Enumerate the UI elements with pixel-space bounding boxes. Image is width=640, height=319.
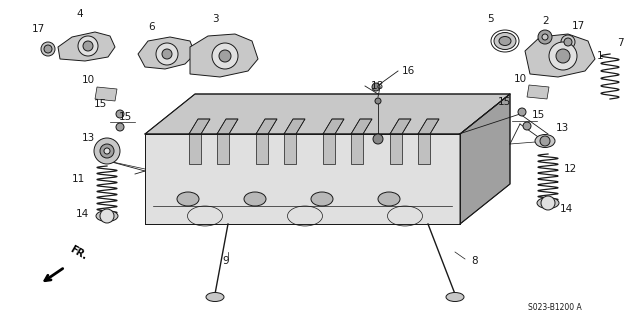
Ellipse shape bbox=[188, 206, 223, 226]
Ellipse shape bbox=[287, 206, 323, 226]
Text: 10: 10 bbox=[81, 75, 95, 85]
Text: 9: 9 bbox=[223, 256, 229, 266]
Polygon shape bbox=[256, 119, 277, 134]
Polygon shape bbox=[138, 37, 195, 69]
Ellipse shape bbox=[535, 135, 555, 147]
Ellipse shape bbox=[387, 206, 422, 226]
Circle shape bbox=[556, 49, 570, 63]
Text: 11: 11 bbox=[72, 174, 84, 184]
Text: 14: 14 bbox=[76, 209, 88, 219]
Text: FR.: FR. bbox=[68, 244, 88, 262]
Text: 3: 3 bbox=[212, 14, 218, 24]
Polygon shape bbox=[58, 32, 115, 61]
Circle shape bbox=[156, 43, 178, 65]
Polygon shape bbox=[145, 134, 460, 224]
Circle shape bbox=[542, 34, 548, 40]
Polygon shape bbox=[189, 119, 210, 134]
Circle shape bbox=[94, 138, 120, 164]
Circle shape bbox=[549, 42, 577, 70]
Text: 15: 15 bbox=[118, 112, 132, 122]
Ellipse shape bbox=[311, 192, 333, 206]
Polygon shape bbox=[460, 94, 510, 224]
Polygon shape bbox=[284, 134, 296, 164]
Ellipse shape bbox=[537, 197, 559, 209]
Polygon shape bbox=[284, 119, 305, 134]
Polygon shape bbox=[256, 134, 268, 164]
Text: 1: 1 bbox=[596, 51, 604, 61]
Text: 5: 5 bbox=[486, 14, 493, 24]
Text: 15: 15 bbox=[93, 99, 107, 109]
Circle shape bbox=[104, 148, 110, 154]
Text: 13: 13 bbox=[81, 133, 95, 143]
Circle shape bbox=[561, 35, 575, 49]
Circle shape bbox=[78, 36, 98, 56]
Text: S023-B1200 A: S023-B1200 A bbox=[528, 302, 582, 311]
Polygon shape bbox=[527, 85, 549, 99]
Polygon shape bbox=[95, 87, 117, 101]
Circle shape bbox=[116, 110, 124, 118]
Circle shape bbox=[44, 45, 52, 53]
Polygon shape bbox=[217, 134, 229, 164]
Text: 16: 16 bbox=[401, 66, 415, 76]
Text: 14: 14 bbox=[559, 204, 573, 214]
Text: 17: 17 bbox=[31, 24, 45, 34]
Circle shape bbox=[564, 38, 572, 46]
Circle shape bbox=[541, 196, 555, 210]
Polygon shape bbox=[190, 34, 258, 77]
Polygon shape bbox=[323, 119, 344, 134]
Polygon shape bbox=[390, 134, 402, 164]
Circle shape bbox=[162, 49, 172, 59]
Ellipse shape bbox=[244, 192, 266, 206]
Text: 4: 4 bbox=[77, 9, 83, 19]
Ellipse shape bbox=[177, 192, 199, 206]
Text: 15: 15 bbox=[497, 97, 511, 107]
Circle shape bbox=[372, 83, 380, 91]
Circle shape bbox=[375, 98, 381, 104]
Circle shape bbox=[518, 108, 526, 116]
Ellipse shape bbox=[499, 36, 511, 46]
Ellipse shape bbox=[206, 293, 224, 301]
Circle shape bbox=[116, 123, 124, 131]
Circle shape bbox=[100, 209, 114, 223]
Circle shape bbox=[212, 43, 238, 69]
Circle shape bbox=[523, 122, 531, 130]
Circle shape bbox=[540, 136, 550, 146]
Polygon shape bbox=[351, 134, 363, 164]
Ellipse shape bbox=[378, 192, 400, 206]
Text: 17: 17 bbox=[572, 21, 584, 31]
Text: 18: 18 bbox=[371, 81, 383, 91]
Polygon shape bbox=[145, 94, 510, 134]
Circle shape bbox=[41, 42, 55, 56]
Polygon shape bbox=[351, 119, 372, 134]
Text: 13: 13 bbox=[556, 123, 568, 133]
Polygon shape bbox=[418, 119, 439, 134]
Ellipse shape bbox=[96, 211, 118, 221]
Text: 7: 7 bbox=[617, 38, 623, 48]
Circle shape bbox=[538, 30, 552, 44]
Polygon shape bbox=[323, 134, 335, 164]
Ellipse shape bbox=[446, 293, 464, 301]
Circle shape bbox=[100, 144, 114, 158]
Text: 12: 12 bbox=[563, 164, 577, 174]
Polygon shape bbox=[189, 134, 201, 164]
Circle shape bbox=[219, 50, 231, 62]
Text: 8: 8 bbox=[472, 256, 478, 266]
Polygon shape bbox=[217, 119, 238, 134]
Text: 10: 10 bbox=[513, 74, 527, 84]
Ellipse shape bbox=[494, 33, 516, 49]
Circle shape bbox=[373, 134, 383, 144]
Text: 15: 15 bbox=[531, 110, 545, 120]
Polygon shape bbox=[390, 119, 411, 134]
Polygon shape bbox=[525, 34, 595, 77]
Circle shape bbox=[83, 41, 93, 51]
Polygon shape bbox=[418, 134, 430, 164]
Text: 2: 2 bbox=[543, 16, 549, 26]
Text: 6: 6 bbox=[148, 22, 156, 32]
Ellipse shape bbox=[491, 30, 519, 52]
